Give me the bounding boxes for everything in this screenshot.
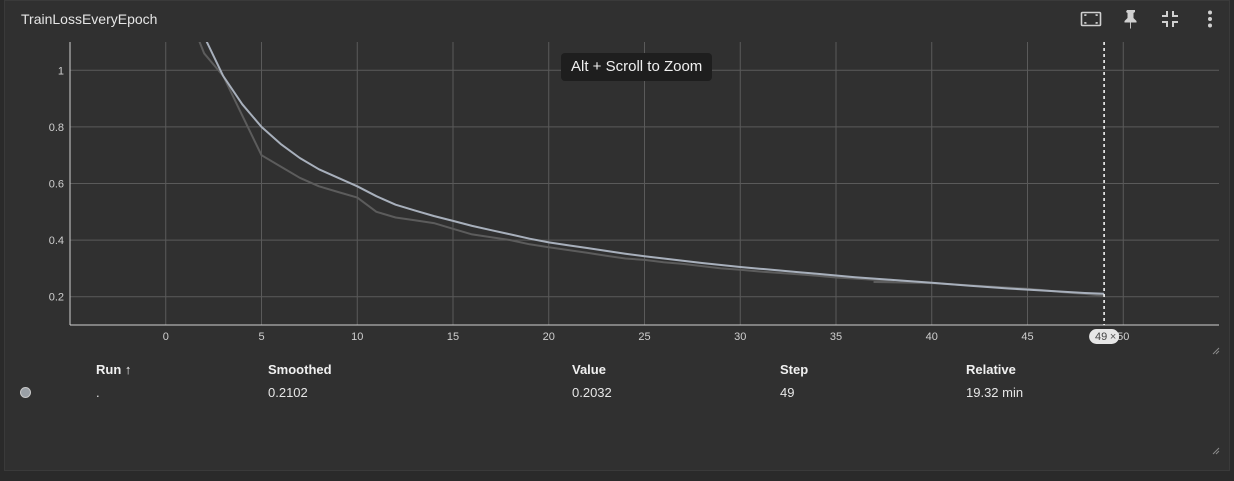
x-tick-label: 5 <box>258 331 264 343</box>
x-tick-label: 45 <box>1021 331 1033 343</box>
cell-value: 0.2032 <box>572 385 612 400</box>
x-tick-label: 25 <box>638 331 650 343</box>
pin-icon <box>1124 10 1137 29</box>
fit-domain-button[interactable] <box>1077 5 1105 33</box>
more-options-button[interactable] <box>1196 5 1224 33</box>
cell-smoothed: 0.2102 <box>268 385 308 400</box>
x-tick-label: 35 <box>830 331 842 343</box>
header-value[interactable]: Value <box>572 362 606 377</box>
x-tick-label: 10 <box>351 331 363 343</box>
table-resize-handle[interactable] <box>1212 447 1220 455</box>
collapse-button[interactable] <box>1156 5 1184 33</box>
step-cursor-chip <box>1089 329 1120 344</box>
step-cursor-label: 49 <box>1095 331 1107 343</box>
x-tick-label: 15 <box>447 331 459 343</box>
series-group <box>198 42 1105 297</box>
y-tick-label: 0.8 <box>49 122 64 134</box>
cell-step: 49 <box>780 385 795 400</box>
header-run[interactable]: Run ↑ <box>96 362 132 377</box>
header-smoothed[interactable]: Smoothed <box>268 362 332 377</box>
x-tick-label: 30 <box>734 331 746 343</box>
run-color-swatch <box>20 387 31 398</box>
y-tick-label: 0.2 <box>49 292 64 304</box>
x-tick-label: 0 <box>163 331 169 343</box>
collapse-icon <box>1162 11 1178 27</box>
header-step[interactable]: Step <box>780 362 809 377</box>
line-chart[interactable]: 0 5 10 15 20 25 30 35 40 45 50 0.2 0.4 0.6 0.8 1 49 × <box>0 0 1234 360</box>
fit-domain-icon <box>1080 11 1102 27</box>
cell-run: . <box>96 385 100 400</box>
y-tick-label: 0.4 <box>49 235 64 247</box>
cell-relative: 19.32 min <box>966 385 1024 400</box>
more-vert-icon <box>1208 10 1212 28</box>
x-tick-label: 50 <box>1117 331 1129 343</box>
pin-button[interactable] <box>1117 5 1145 33</box>
y-tick-label: 0.6 <box>49 179 64 191</box>
zoom-hint-tooltip: Alt + Scroll to Zoom <box>561 53 713 81</box>
card-title: TrainLossEveryEpoch <box>21 11 158 27</box>
y-tick-label: 1 <box>58 65 64 77</box>
smoothed-series-line <box>205 42 1105 295</box>
step-cursor-close-icon[interactable]: × <box>1110 331 1116 343</box>
header-relative[interactable]: Relative <box>966 362 1016 377</box>
x-tick-label: 40 <box>926 331 938 343</box>
x-tick-label: 20 <box>543 331 555 343</box>
chart-resize-handle[interactable] <box>1212 347 1220 355</box>
